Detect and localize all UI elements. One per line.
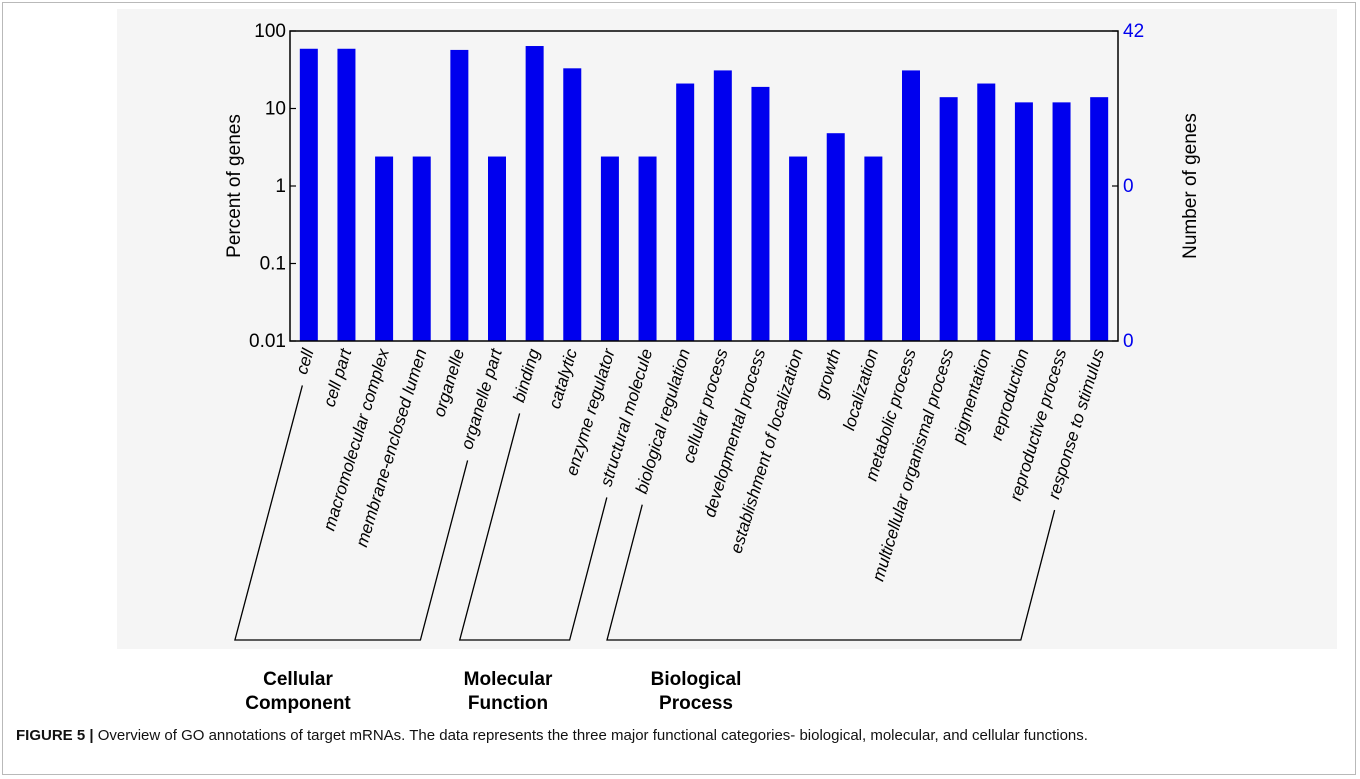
bar-6 xyxy=(525,46,544,341)
y-tick-label-left: 10 xyxy=(265,99,286,120)
category-label: catalytic xyxy=(545,346,581,411)
y-tick-label-left: 0.1 xyxy=(260,254,286,275)
group-bracket-0 xyxy=(234,385,469,641)
bar-12 xyxy=(751,86,770,341)
bar-3 xyxy=(412,156,431,341)
category-label: localization xyxy=(839,347,882,433)
bar-16 xyxy=(902,70,920,342)
bar-17 xyxy=(939,97,958,341)
y-axis-label-right: Number of genes xyxy=(1180,113,1201,259)
bar-11 xyxy=(713,70,732,342)
category-label: growth xyxy=(811,347,844,401)
category-label: organelle xyxy=(430,347,469,419)
group-label-biological-process: Biological Process xyxy=(650,669,742,714)
y-tick-label-right: 42 xyxy=(1123,21,1144,42)
y-tick-label-left: 100 xyxy=(254,21,286,42)
y-tick-label-right: 0 xyxy=(1123,331,1134,352)
bar-9 xyxy=(638,156,657,341)
bar-10 xyxy=(676,83,695,341)
bar-19 xyxy=(1014,102,1033,341)
bar-4 xyxy=(450,49,469,341)
figure-caption-text: Overview of GO annotations of target mRN… xyxy=(93,727,1088,744)
bar-15 xyxy=(864,156,883,341)
bar-2 xyxy=(375,156,394,341)
figure-caption: FIGURE 5 | Overview of GO annotations of… xyxy=(16,727,1346,744)
bar-5 xyxy=(488,156,506,341)
y-tick-label-left: 0.01 xyxy=(249,331,286,352)
bar-8 xyxy=(600,156,619,341)
group-bracket-2 xyxy=(606,504,1056,641)
group-label-cellular-component: Cellular Component xyxy=(245,669,351,714)
bar-21 xyxy=(1090,97,1109,341)
bar-18 xyxy=(977,83,996,341)
category-label: binding xyxy=(509,346,543,405)
bar-0 xyxy=(299,48,318,341)
bar-14 xyxy=(826,133,845,341)
y-tick-label-left: 1 xyxy=(275,176,286,197)
y-tick-label-right: 0 xyxy=(1123,176,1134,197)
y-axis-label-left: Percent of genes xyxy=(224,114,245,258)
group-bracket-1 xyxy=(458,413,608,641)
category-label: membrane-enclosed lumen xyxy=(352,347,430,550)
bar-20 xyxy=(1052,102,1071,341)
bar-7 xyxy=(563,68,582,341)
category-label: cell xyxy=(292,345,318,376)
group-label-molecular-function: Molecular Function xyxy=(463,669,553,714)
bar-13 xyxy=(789,156,808,341)
category-label: reproduction xyxy=(987,347,1033,443)
category-label: cell part xyxy=(320,345,356,409)
figure-caption-label: FIGURE 5 | xyxy=(16,727,94,744)
bar-1 xyxy=(337,48,356,341)
